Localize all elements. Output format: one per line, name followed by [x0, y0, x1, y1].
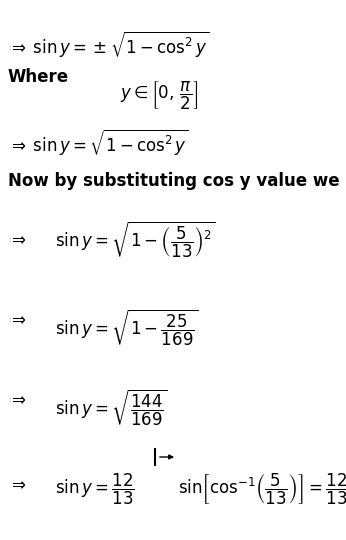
Text: Where: Where — [8, 68, 69, 86]
Text: $\sin y = \sqrt{\dfrac{144}{169}}$: $\sin y = \sqrt{\dfrac{144}{169}}$ — [55, 388, 168, 429]
Text: $\Rightarrow$: $\Rightarrow$ — [8, 390, 26, 408]
Text: $\Rightarrow$: $\Rightarrow$ — [8, 230, 26, 248]
Text: $\sin y = \sqrt{1-\left(\dfrac{5}{13}\right)^{2}}$: $\sin y = \sqrt{1-\left(\dfrac{5}{13}\ri… — [55, 220, 216, 260]
Text: $\Rightarrow$: $\Rightarrow$ — [8, 475, 26, 493]
Text: $\sin y = \sqrt{1-\dfrac{25}{169}}$: $\sin y = \sqrt{1-\dfrac{25}{169}}$ — [55, 308, 199, 348]
Text: $y \in \left[0,\,\dfrac{\pi}{2}\right]$: $y \in \left[0,\,\dfrac{\pi}{2}\right]$ — [120, 80, 199, 112]
Text: $\Rightarrow\;\sin y = \sqrt{1-\cos^{2} y}$: $\Rightarrow\;\sin y = \sqrt{1-\cos^{2} … — [8, 128, 189, 158]
Text: $\sin\!\left[\cos^{-1}\!\left(\dfrac{5}{13}\right)\right] = \dfrac{12}{13}$: $\sin\!\left[\cos^{-1}\!\left(\dfrac{5}{… — [178, 472, 346, 507]
Text: Now by substituting cos y value we get: Now by substituting cos y value we get — [8, 172, 346, 190]
Text: $\Rightarrow$: $\Rightarrow$ — [8, 310, 26, 328]
Text: $\sin y = \dfrac{12}{13}$: $\sin y = \dfrac{12}{13}$ — [55, 472, 135, 507]
Text: $\Rightarrow\;\sin y = \pm\sqrt{1-\cos^{2} y}$: $\Rightarrow\;\sin y = \pm\sqrt{1-\cos^{… — [8, 30, 209, 60]
